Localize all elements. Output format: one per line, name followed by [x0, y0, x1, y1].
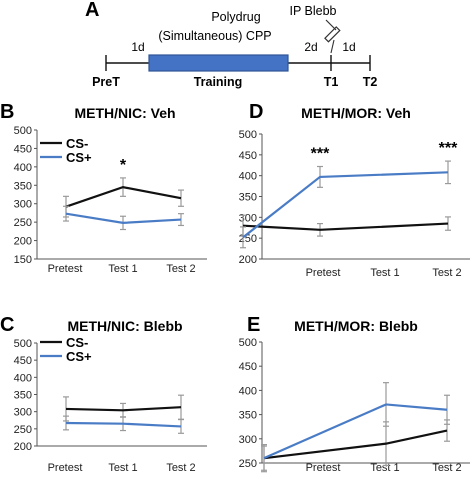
x-tick-label: Pretest — [306, 462, 341, 474]
y-tick-label: 350 — [14, 180, 32, 192]
series-line-cs-minus — [65, 406, 182, 412]
t2-label: T2 — [363, 75, 378, 89]
series-line-cs-plus — [242, 171, 449, 239]
x-tick-label: Test 2 — [166, 462, 195, 474]
y-tick-label: 300 — [239, 434, 257, 446]
panel-letter-e: E — [247, 314, 260, 336]
y-tick-label: 450 — [239, 361, 257, 373]
x-tick-label: Test 1 — [108, 462, 137, 474]
x-tick-label: Pretest — [306, 267, 341, 279]
y-tick-label: 350 — [239, 192, 257, 204]
y-tick-label: 500 — [14, 338, 32, 350]
chart-c: 200 250 300 350 400 450 500 Pretest Test 1 Test 2… — [14, 335, 207, 474]
syringe-icon — [324, 19, 341, 54]
training-label: Training — [194, 75, 243, 89]
x-tick-label: Test 1 — [370, 267, 399, 279]
interval-1-label: 1d — [131, 40, 144, 54]
drug-label-line2: (Simultaneous) CPP — [158, 29, 271, 43]
drug-label-line1: Polydrug — [211, 10, 260, 24]
interval-3-label: 1d — [342, 40, 355, 54]
y-tick-label: 250 — [239, 233, 257, 245]
y-tick-label: 350 — [14, 390, 32, 402]
x-tick-label: Test 2 — [432, 462, 461, 474]
significance-marker: * — [120, 157, 127, 174]
y-tick-label: 250 — [239, 458, 257, 470]
x-tick-label: Pretest — [48, 462, 83, 474]
chart-d-title: METH/MOR: Veh — [301, 105, 411, 121]
y-tick-label: 450 — [14, 143, 32, 155]
series-line-cs-plus — [65, 212, 182, 224]
chart-d: 200 250 300 350 400 450 500 Pretest Test 1 Test 2… — [239, 129, 470, 279]
panel-letter-c: C — [0, 314, 14, 336]
legend-label: CS+ — [66, 349, 92, 364]
x-tick-label: Pretest — [48, 263, 83, 275]
y-tick-label: 150 — [14, 254, 32, 266]
x-tick-label: Test 1 — [370, 462, 399, 474]
chart-c-title: METH/NIC: Blebb — [67, 318, 182, 334]
y-tick-label: 500 — [239, 337, 257, 349]
y-tick-label: 400 — [14, 162, 32, 174]
y-tick-label: 300 — [239, 212, 257, 224]
y-tick-label: 450 — [239, 150, 257, 162]
significance-marker: *** — [439, 140, 458, 157]
y-tick-label: 300 — [14, 199, 32, 211]
panel-letter-b: B — [0, 101, 14, 123]
y-tick-label: 200 — [239, 254, 257, 266]
schematic-panel: A Polydrug (Simultaneous) CPP IP Blebb 1… — [85, 0, 377, 89]
legend-label: CS- — [66, 335, 88, 350]
series-line-cs-minus — [263, 429, 448, 460]
legend-label: CS- — [66, 136, 88, 151]
x-tick-label: Test 2 — [166, 263, 195, 275]
series-line-cs-minus — [65, 185, 182, 208]
chart-b-title: METH/NIC: Veh — [74, 105, 175, 121]
training-bar — [148, 54, 289, 72]
y-tick-label: 400 — [14, 372, 32, 384]
chart-b: 150 200 250 300 350 400 450 500 Pretest Test 1 Tes… — [14, 125, 207, 275]
y-tick-label: 400 — [239, 171, 257, 183]
y-tick-label: 200 — [14, 236, 32, 248]
injection-label: IP Blebb — [289, 4, 336, 18]
chart-e-title: METH/MOR: Blebb — [294, 318, 418, 334]
significance-marker: *** — [311, 146, 330, 163]
panel-letter-a: A — [85, 0, 99, 21]
interval-2-label: 2d — [304, 40, 317, 54]
y-tick-label: 350 — [239, 410, 257, 422]
t1-label: T1 — [324, 75, 339, 89]
y-tick-label: 400 — [239, 385, 257, 397]
y-tick-label: 300 — [14, 407, 32, 419]
x-tick-label: Test 2 — [432, 267, 461, 279]
y-tick-label: 200 — [14, 441, 32, 453]
panel-letter-d: D — [249, 101, 263, 123]
series-line-cs-plus — [65, 421, 182, 428]
y-tick-label: 500 — [239, 129, 257, 141]
legend-label: CS+ — [66, 150, 92, 165]
x-tick-label: Test 1 — [108, 263, 137, 275]
y-tick-label: 250 — [14, 424, 32, 436]
y-tick-label: 450 — [14, 355, 32, 367]
series-line-cs-minus — [242, 222, 449, 231]
pretest-label: PreT — [92, 75, 120, 89]
y-tick-label: 500 — [14, 125, 32, 137]
chart-e: 250 300 350 400 450 500 Pretest Test 1 Test 2 — [239, 337, 470, 474]
series-line-cs-plus — [263, 403, 448, 460]
y-tick-label: 250 — [14, 217, 32, 229]
